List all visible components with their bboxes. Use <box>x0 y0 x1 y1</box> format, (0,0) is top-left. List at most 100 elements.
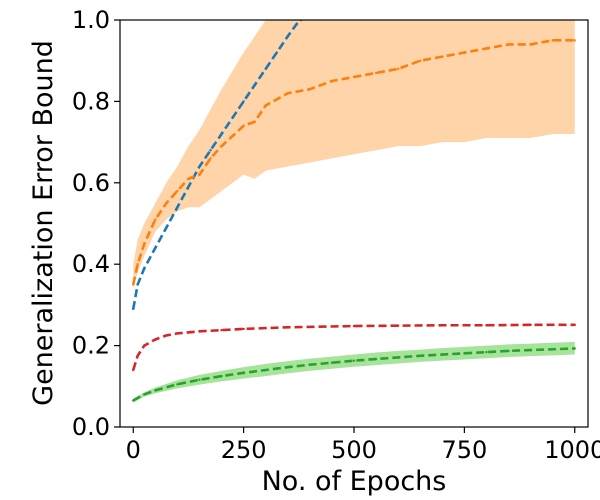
series-2-point <box>396 356 400 359</box>
series-1-point <box>463 51 466 54</box>
series-1-point <box>143 242 146 246</box>
series-3-point <box>132 368 135 372</box>
series-0-point <box>264 67 267 71</box>
series-3-point <box>176 332 179 335</box>
series-1-point <box>165 201 168 205</box>
series-2-point <box>441 353 444 356</box>
series-2-point <box>176 383 179 386</box>
series-1-point <box>551 39 554 42</box>
y-tick-label: 0.2 <box>72 332 110 360</box>
series-3-point <box>485 324 488 327</box>
y-tick-label: 0.0 <box>72 413 110 441</box>
y-tick-label: 1.0 <box>72 6 110 34</box>
series-1-point <box>507 43 510 46</box>
series-2-point <box>507 349 510 353</box>
x-tick-label: 0 <box>126 436 141 464</box>
series-3-point <box>198 330 201 333</box>
series-2-point <box>286 365 289 369</box>
x-tick-label: 1000 <box>544 436 600 464</box>
series-2-point <box>143 393 146 396</box>
series-0-point <box>231 116 234 119</box>
y-tick-label: 0.4 <box>72 250 110 278</box>
series-1-point <box>374 71 378 75</box>
series-1-point <box>220 144 223 148</box>
series-1-point <box>187 177 190 180</box>
series-0-point <box>143 267 146 270</box>
y-tick-label: 0.6 <box>72 169 110 197</box>
series-1-point <box>330 79 334 83</box>
series-2-point <box>220 374 223 378</box>
series-0-point <box>253 83 256 87</box>
x-tick-label: 250 <box>221 436 267 464</box>
series-1-point <box>396 67 400 71</box>
series-3-point <box>286 326 289 329</box>
series-1-point <box>154 218 157 221</box>
series-0-point <box>176 206 179 209</box>
y-axis-title: Generalization Error Bound <box>28 40 59 406</box>
series-2-point <box>485 350 488 354</box>
series-0-point <box>209 149 212 152</box>
series-1-point <box>264 104 267 107</box>
series-3-point <box>165 334 168 337</box>
series-3-point <box>352 324 356 328</box>
series-2-point <box>551 348 554 351</box>
series-3-point <box>396 324 400 327</box>
x-tick-label: 750 <box>441 436 487 464</box>
x-tick-label: 500 <box>331 436 377 464</box>
series-2-point <box>573 347 576 350</box>
x-axis-title: No. of Epochs <box>262 466 447 497</box>
series-2-point <box>330 361 334 364</box>
series-1-point <box>485 47 488 50</box>
series-1-point <box>242 124 245 128</box>
series-2-point <box>132 399 135 402</box>
series-0-point <box>154 246 157 250</box>
series-1-point <box>308 87 312 91</box>
series-3-point <box>136 354 139 357</box>
series-3-point <box>242 327 245 331</box>
series-3-point <box>308 325 312 329</box>
axes: 0 250 500 750 1000 0.0 0.2 0.4 0.6 0.8 1.0 <box>72 6 600 464</box>
series-1-point <box>132 283 135 286</box>
series-1-point <box>573 39 576 42</box>
confidence-bands <box>133 20 575 403</box>
series-2-point <box>529 348 532 352</box>
series-0-point <box>220 132 223 136</box>
series-1-point <box>136 263 139 266</box>
series-2-point <box>374 357 378 361</box>
series-1-point <box>253 120 256 123</box>
series-2-point <box>264 368 267 372</box>
series-1-point <box>419 59 422 62</box>
series-lines <box>131 20 576 402</box>
y-tick-label: 0.8 <box>72 87 110 115</box>
series-1-point <box>529 43 532 46</box>
series-2-point <box>352 359 356 362</box>
series-1-point <box>352 75 356 79</box>
series-2-point <box>419 354 422 357</box>
series-3-point <box>154 338 157 341</box>
series-1-point <box>198 173 201 176</box>
series-0-point <box>165 226 168 229</box>
series-0-line <box>131 20 302 310</box>
series-1-point <box>209 157 212 160</box>
series-2-point <box>242 371 245 375</box>
series-2-point <box>154 389 157 392</box>
series-0-point <box>275 51 278 54</box>
series-2-point <box>308 363 312 366</box>
series-3-point <box>573 323 576 327</box>
series-3-point <box>143 344 146 347</box>
series-3-point <box>441 324 444 327</box>
series-1-point <box>176 189 179 193</box>
series-0-point <box>286 35 289 38</box>
y-axis-ticks: 0.0 0.2 0.4 0.6 0.8 1.0 <box>72 6 120 441</box>
x-axis-ticks: 0 250 500 750 1000 <box>126 427 600 464</box>
series-2-point <box>198 378 201 381</box>
series-3-point <box>264 326 267 330</box>
series-3-point <box>220 328 223 332</box>
series-1-point <box>286 92 289 95</box>
series-2-point <box>463 352 466 355</box>
series-0-point <box>242 100 245 103</box>
series-3-line <box>132 323 575 371</box>
series-0-point <box>295 22 298 26</box>
series-1-point <box>441 55 444 58</box>
